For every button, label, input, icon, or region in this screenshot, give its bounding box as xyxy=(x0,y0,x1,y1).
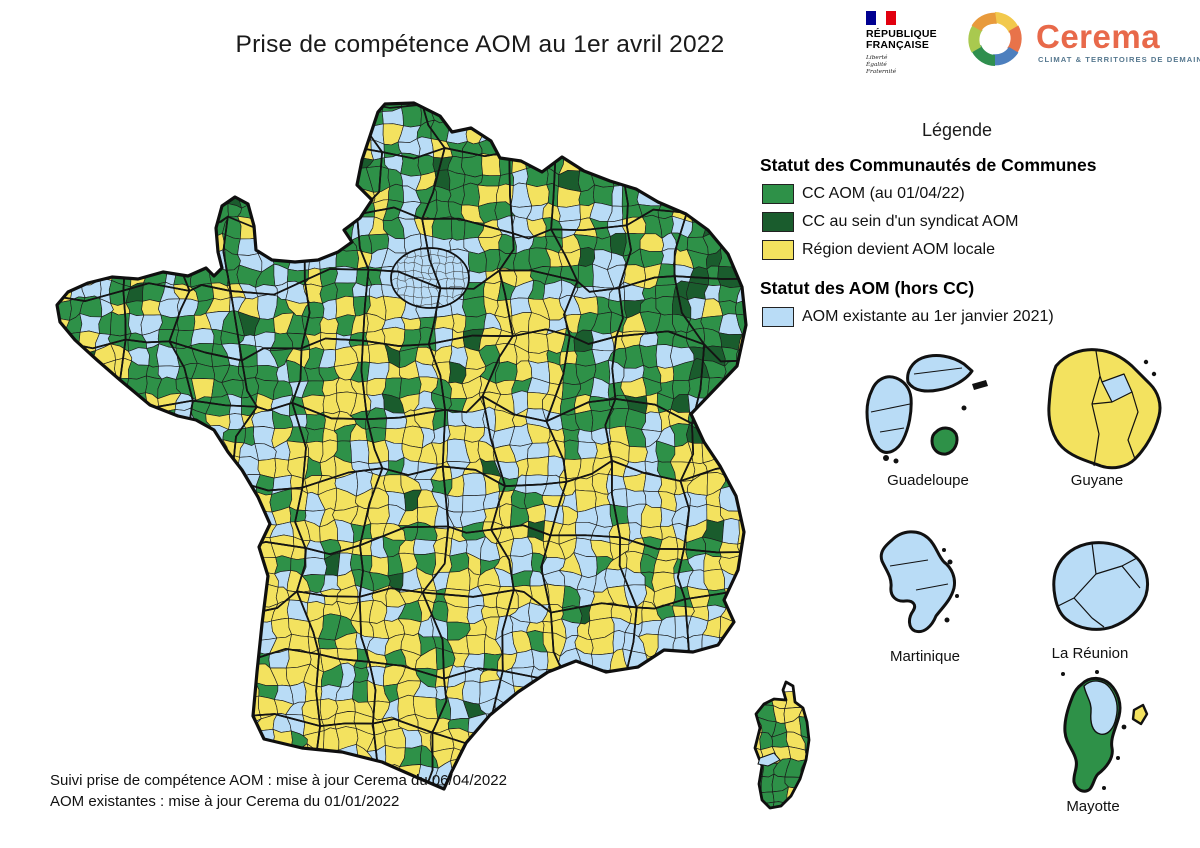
source-note-line2: AOM existantes : mise à jour Cerema du 0… xyxy=(50,793,400,810)
la-reunion-map xyxy=(1052,541,1150,631)
martinique-map xyxy=(879,530,959,634)
swatch-dark-green xyxy=(762,212,794,232)
swatch-green xyxy=(762,184,794,204)
gov-motto: Liberté Égalité Fraternité xyxy=(866,55,897,75)
corsica-map xyxy=(753,680,811,810)
legend-item-cc-aom: CC AOM (au 01/04/22) xyxy=(762,184,1180,204)
legend-section-cc-heading: Statut des Communautés de Communes xyxy=(760,155,1097,175)
france-map xyxy=(55,101,748,791)
label-mayotte: Mayotte xyxy=(1066,798,1120,815)
gov-logo-line2: FRANÇAISE xyxy=(866,38,930,51)
legend-item-aom-existante: AOM existante au 1er janvier 2021) xyxy=(762,307,1180,327)
label-la-reunion: La Réunion xyxy=(1051,645,1129,662)
legend-item-region-aom: Région devient AOM locale xyxy=(762,240,1180,260)
guadeloupe-map xyxy=(865,354,988,464)
swatch-yellow xyxy=(762,240,794,260)
legend-section-aom-heading: Statut des AOM (hors CC) xyxy=(760,278,975,298)
cerema-tagline: CLIMAT & TERRITOIRES DE DEMAIN xyxy=(1038,55,1200,64)
label-guyane: Guyane xyxy=(1070,472,1124,489)
source-note-line1: Suivi prise de compétence AOM : mise à j… xyxy=(50,772,507,789)
ile-de-france-boundary xyxy=(390,247,470,309)
map-source-notes: Suivi prise de compétence AOM : mise à j… xyxy=(50,770,507,812)
corsica-blue-area xyxy=(757,752,781,767)
label-martinique: Martinique xyxy=(889,648,961,665)
gov-logo-line1: RÉPUBLIQUE xyxy=(866,28,937,40)
swatch-blue xyxy=(762,307,794,327)
cerema-logo: Cerema CLIMAT & TERRITOIRES DE DEMAIN xyxy=(962,8,1200,70)
republique-francaise-logo: RÉPUBLIQUE FRANÇAISE Liberté Égalité Fra… xyxy=(866,11,966,76)
mayotte-map xyxy=(1061,670,1149,793)
france-outline xyxy=(55,101,748,791)
guyane-map xyxy=(1047,348,1162,470)
french-flag-icon xyxy=(866,11,896,25)
page-title: Prise de compétence AOM au 1er avril 202… xyxy=(235,31,725,58)
label-guadeloupe: Guadeloupe xyxy=(887,472,969,489)
cerema-pinwheel-icon xyxy=(968,12,1022,66)
legend: Statut des Communautés de Communes CC AO… xyxy=(760,155,1180,335)
legend-title: Légende xyxy=(921,120,993,140)
legend-item-cc-syndicat: CC au sein d'un syndicat AOM xyxy=(762,212,1180,232)
corsica-outline xyxy=(753,680,811,810)
cerema-wordmark: Cerema xyxy=(1036,18,1161,55)
